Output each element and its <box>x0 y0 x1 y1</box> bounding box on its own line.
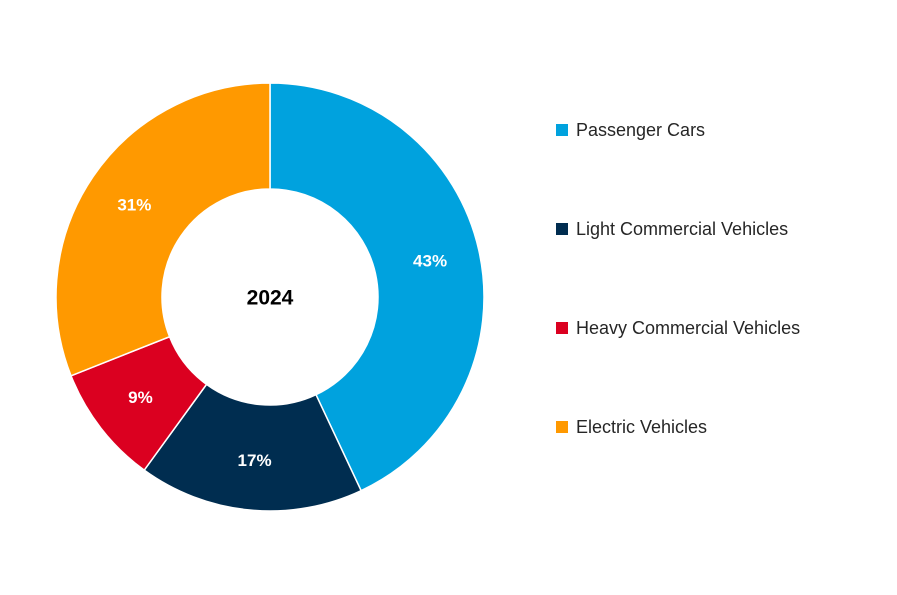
legend-swatch <box>556 322 568 334</box>
legend-item-light-commercial-vehicles: Light Commercial Vehicles <box>556 217 800 241</box>
legend-swatch <box>556 223 568 235</box>
slice-passenger-cars <box>269 82 485 492</box>
legend-label: Heavy Commercial Vehicles <box>576 317 801 338</box>
legend-item-heavy-commercial-vehicles: Heavy Commercial Vehicles <box>556 316 800 340</box>
slice-label-heavy-commercial-vehicles: 9% <box>128 388 153 407</box>
slice-label-light-commercial-vehicles: 17% <box>238 451 272 470</box>
legend-swatch <box>556 124 568 136</box>
legend-label: Light Commercial Vehicles <box>576 218 789 239</box>
slice-electric-vehicles <box>55 82 271 377</box>
legend-label: Passenger Cars <box>576 119 706 140</box>
legend-label: Electric Vehicles <box>576 416 708 437</box>
center-label: 2024 <box>247 287 294 310</box>
slice-light-commercial-vehicles <box>143 383 363 512</box>
legend-item-passenger-cars: Passenger Cars <box>556 118 800 142</box>
slice-label-passenger-cars: 43% <box>413 252 447 271</box>
legend: Passenger Cars Light Commercial Vehicles H… <box>556 118 800 514</box>
legend-swatch <box>556 421 568 433</box>
legend-item-electric-vehicles: Electric Vehicles <box>556 415 800 439</box>
slice-labels: 43% 17% 9% 31% <box>117 195 447 469</box>
slice-label-electric-vehicles: 31% <box>117 195 151 214</box>
donut-slices <box>55 82 485 512</box>
